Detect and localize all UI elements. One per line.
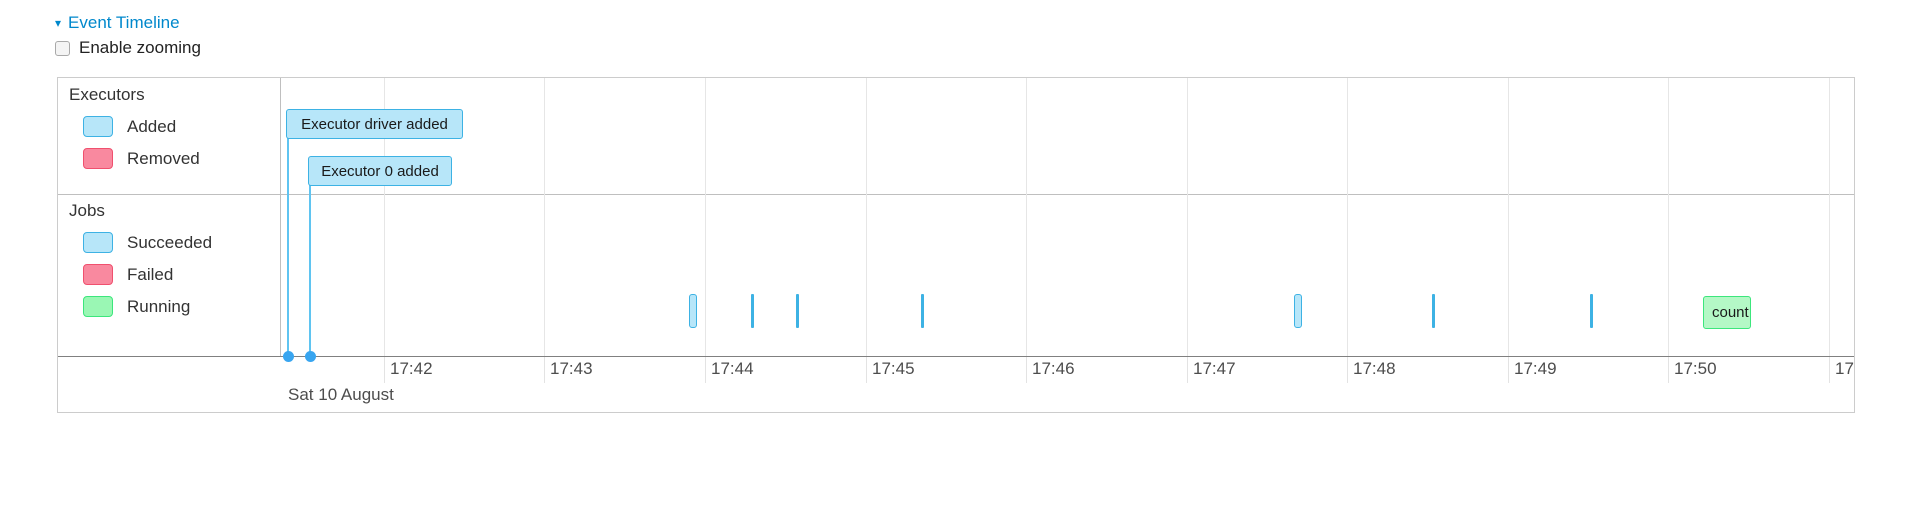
tick-label: 17:44 [711, 359, 754, 378]
tick-label: 17:42 [390, 359, 433, 378]
tick-label: 17:51 [1835, 359, 1854, 378]
succeeded-job-event[interactable] [1294, 294, 1302, 328]
tick-mark [384, 357, 385, 383]
legend-item-label: Running [127, 296, 191, 316]
succeeded-job-event[interactable] [796, 294, 799, 328]
collapse-arrow-icon: ▾ [55, 16, 62, 30]
legend-item-label: Failed [127, 264, 174, 284]
legend-item-removed: Removed [83, 148, 280, 169]
axis-date-label: Sat 10 August [288, 385, 394, 404]
gridline [1347, 78, 1348, 356]
blue-swatch-icon [83, 116, 113, 137]
pink-swatch-icon [83, 148, 113, 169]
succeeded-job-event[interactable] [751, 294, 754, 328]
legend-item-label: Succeeded [127, 232, 213, 252]
group-label: Executors [69, 85, 145, 104]
succeeded-job-event[interactable] [1432, 294, 1435, 328]
succeeded-job-event[interactable] [1590, 294, 1593, 328]
legend-item-succeeded: Succeeded [83, 232, 280, 253]
gridline [1508, 78, 1509, 356]
gridline [384, 78, 385, 356]
tick-mark [1187, 357, 1188, 383]
tick-label: 17:48 [1353, 359, 1396, 378]
group-divider [58, 194, 1854, 195]
executor-event-line [309, 158, 311, 356]
green-swatch-icon [83, 296, 113, 317]
running-job-event[interactable]: count [1703, 296, 1751, 329]
timeline-legend-column: Executors Added Removed Jobs Succeeded Failed… [58, 78, 281, 356]
group-label: Jobs [69, 201, 105, 220]
time-axis-line [58, 356, 1854, 357]
tick-label: 17:46 [1032, 359, 1075, 378]
event-timeline-toggle[interactable]: ▾ Event Timeline [55, 13, 180, 33]
event-timeline-chart: Executors Added Removed Jobs Succeeded Failed… [57, 77, 1855, 413]
tick-label: 17:45 [872, 359, 915, 378]
executor-event-dot [283, 351, 294, 362]
tick-mark [544, 357, 545, 383]
enable-zooming-label: Enable zooming [79, 38, 201, 57]
tick-label: 17:47 [1193, 359, 1236, 378]
succeeded-job-event[interactable] [921, 294, 924, 328]
tick-mark [1829, 357, 1830, 383]
tick-mark [1347, 357, 1348, 383]
executor-event-box[interactable]: Executor driver added [286, 109, 463, 139]
executor-event-line [287, 111, 289, 356]
gridline [544, 78, 545, 356]
executor-event-box[interactable]: Executor 0 added [308, 156, 452, 186]
enable-zooming-checkbox[interactable] [55, 40, 70, 56]
gridline [1187, 78, 1188, 356]
blue-swatch-icon [83, 232, 113, 253]
gridline [705, 78, 706, 356]
legend-item-failed: Failed [83, 264, 280, 285]
tick-label: 17:50 [1674, 359, 1717, 378]
tick-mark [1668, 357, 1669, 383]
legend-item-label: Added [127, 116, 177, 136]
legend-group-executors: Executors Added Removed [58, 78, 280, 194]
tick-mark [1508, 357, 1509, 383]
tick-label: 17:43 [550, 359, 593, 378]
legend-group-jobs: Jobs Succeeded Failed Running [58, 194, 280, 356]
gridline [1829, 78, 1830, 356]
succeeded-job-event[interactable] [689, 294, 697, 328]
legend-item-label: Removed [127, 148, 200, 168]
tick-label: 17:49 [1514, 359, 1557, 378]
enable-zooming-row: Enable zooming [55, 38, 201, 58]
gridline [1026, 78, 1027, 356]
legend-item-added: Added [83, 116, 280, 137]
event-timeline-title: Event Timeline [68, 13, 180, 32]
tick-mark [866, 357, 867, 383]
tick-mark [1026, 357, 1027, 383]
pink-swatch-icon [83, 264, 113, 285]
executor-event-dot [305, 351, 316, 362]
tick-mark [705, 357, 706, 383]
gridline [866, 78, 867, 356]
legend-item-running: Running [83, 296, 280, 317]
gridline [1668, 78, 1669, 356]
